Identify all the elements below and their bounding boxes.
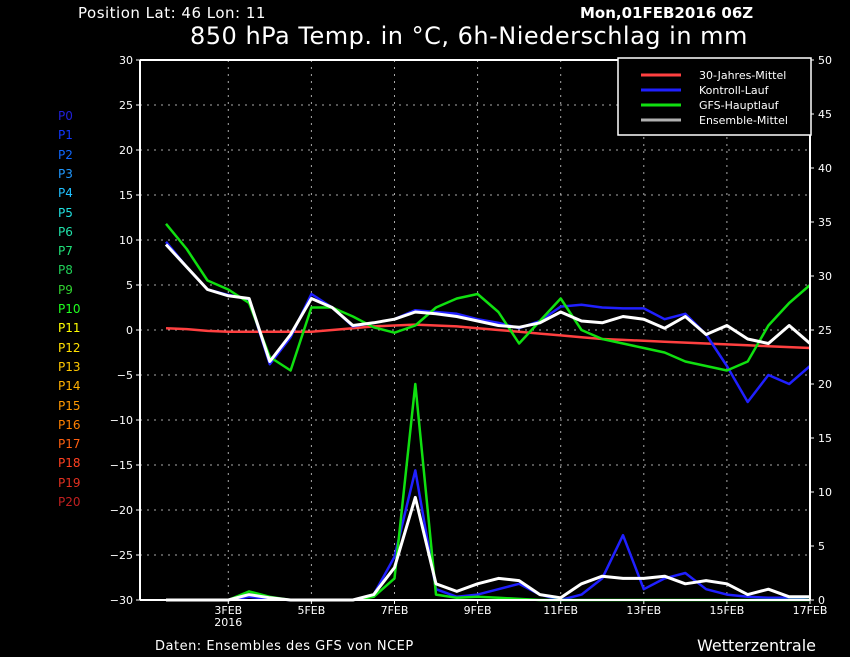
member-label-p10: P10 (58, 302, 81, 316)
y-left-tick-label: −10 (110, 414, 133, 427)
precip-line-gfs-hauptlauf (166, 382, 810, 602)
x-tick-label: 3FEB (214, 604, 242, 617)
y-right-tick-label: 45 (818, 108, 832, 121)
legend-label: Kontroll-Lauf (699, 84, 770, 97)
x-tick-label: 9FEB (464, 604, 492, 617)
member-label-p7: P7 (58, 244, 73, 259)
brand-logo: Wetterzentrale (697, 636, 817, 655)
y-left-tick-label: 30 (119, 54, 133, 67)
member-label-p0: P0 (58, 109, 73, 123)
x-tick-label: 13FEB (626, 604, 661, 617)
y-right-tick-label: 50 (818, 54, 832, 67)
member-label-p18: P18 (58, 456, 81, 471)
member-label-p14: P14 (58, 379, 81, 394)
y-right-tick-label: 35 (818, 216, 832, 229)
member-label-p12: P12 (58, 340, 81, 355)
y-right-tick-label: 10 (818, 486, 832, 499)
member-label-p20: P20 (58, 495, 81, 509)
x-tick-label: 15FEB (709, 604, 744, 617)
y-right-tick-label: 30 (818, 270, 832, 283)
y-right-tick-label: 25 (818, 324, 832, 337)
y-right-tick-label: 40 (818, 162, 832, 175)
x-tick-label: 5FEB (297, 604, 325, 617)
y-right-tick-label: 5 (818, 540, 825, 553)
y-left-tick-label: −30 (110, 594, 133, 607)
y-left-tick-label: −5 (117, 369, 133, 382)
member-label-p9: P9 (58, 282, 73, 297)
y-left-tick-label: 20 (119, 144, 133, 157)
temp-line-gfs-hauptlauf (165, 223, 811, 372)
temp-line-ensemble-mittel (164, 243, 811, 363)
member-label-p1: P1 (58, 128, 73, 143)
legend-label: Ensemble-Mittel (699, 114, 788, 127)
legend-label: 30-Jahres-Mittel (699, 69, 786, 82)
data-source: Daten: Ensembles des GFS von NCEP (155, 639, 414, 654)
chart-title: 850 hPa Temp. in °C, 6h-Niederschlag in … (190, 22, 748, 50)
x-tick-label: 17FEB (793, 604, 828, 617)
y-left-tick-label: 25 (119, 99, 133, 112)
y-left-tick-label: −15 (110, 459, 133, 472)
member-label-p13: P13 (58, 359, 81, 374)
y-right-tick-label: 0 (818, 594, 825, 607)
member-label-p4: P4 (58, 186, 73, 201)
member-label-p17: P17 (58, 437, 81, 452)
member-label-p15: P15 (58, 398, 81, 413)
precip-line-ensemble-mittel (166, 495, 810, 602)
y-left-tick-label: −20 (110, 504, 133, 517)
y-left-tick-label: −25 (110, 549, 133, 562)
legend: 30-Jahres-Mittel Kontroll-Lauf GFS-Hauptla… (617, 57, 812, 136)
run-date: Mon,01FEB2016 06Z (580, 4, 754, 22)
y-left-tick-label: 15 (119, 189, 133, 202)
position-label: Position Lat: 46 Lon: 11 (78, 4, 266, 22)
y-left-tick-label: 0 (126, 324, 133, 337)
y-left-tick-label: 10 (119, 234, 133, 247)
member-label-p2: P2 (58, 147, 73, 162)
member-label-p8: P8 (58, 263, 73, 278)
y-right-tick-label: 15 (818, 432, 832, 445)
y-left-tick-label: 5 (126, 279, 133, 292)
x-tick-sublabel: 2016 (214, 616, 242, 629)
member-label-p6: P6 (58, 224, 73, 239)
member-label-p16: P16 (58, 417, 81, 432)
member-label-p11: P11 (58, 321, 81, 336)
legend-box (617, 57, 812, 136)
legend-label: GFS-Hauptlauf (699, 99, 780, 112)
member-label-p3: P3 (58, 166, 73, 181)
temp-line-30-jahres-mittel (165, 323, 811, 350)
y-right-tick-label: 20 (818, 378, 832, 391)
x-tick-label: 11FEB (543, 604, 578, 617)
member-label-p19: P19 (58, 475, 81, 490)
x-tick-label: 7FEB (381, 604, 409, 617)
member-label-p5: P5 (58, 205, 73, 220)
